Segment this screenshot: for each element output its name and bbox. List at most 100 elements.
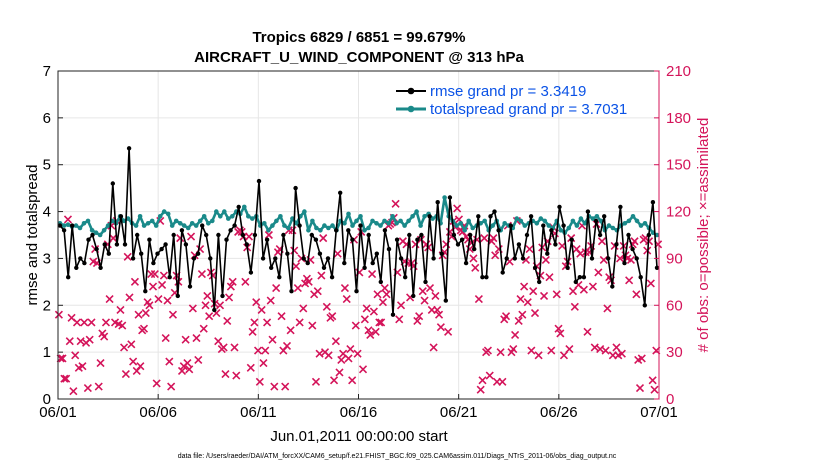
rmse-point <box>285 251 290 256</box>
spread-point <box>378 223 383 228</box>
spread-point <box>350 223 355 228</box>
obs-point <box>317 271 326 280</box>
rmse-point <box>220 293 225 299</box>
obs-point <box>293 284 302 293</box>
rmse-point <box>208 256 213 261</box>
rmse-point <box>358 223 363 228</box>
rmse-point <box>317 251 323 256</box>
obs-point <box>362 304 371 313</box>
obs-point <box>630 237 639 246</box>
rmse-point <box>325 256 331 261</box>
obs-point <box>161 334 170 343</box>
spread-point <box>274 218 279 224</box>
rmse-point <box>224 237 229 242</box>
obs-point <box>418 287 427 296</box>
obs-point <box>163 296 172 305</box>
y-axis-right-label: # of obs: o=possible; ×=assimilated <box>695 118 712 353</box>
spread-point <box>177 221 183 226</box>
obs-point <box>617 349 626 358</box>
spread-point <box>330 223 335 228</box>
spread-point <box>97 232 103 238</box>
y-left-tick-label: 4 <box>43 204 51 221</box>
obs-point <box>96 359 105 368</box>
spread-point <box>482 218 488 224</box>
y-right-tick-label: 150 <box>666 157 691 174</box>
rmse-point <box>496 228 501 233</box>
rmse-point <box>313 237 319 242</box>
rmse-point <box>236 204 241 210</box>
rmse-point <box>98 265 103 270</box>
obs-point <box>252 298 261 307</box>
rmse-point <box>171 232 176 238</box>
legend-rmse-label: rmse grand pr = 3.3419 <box>430 83 586 100</box>
obs-point <box>474 294 483 304</box>
obs-point <box>221 369 230 379</box>
spread-point <box>286 225 291 231</box>
obs-point <box>139 324 149 333</box>
rmse-point <box>520 256 526 261</box>
obs-point <box>444 327 453 336</box>
rmse-point <box>183 242 189 247</box>
obs-point <box>313 287 322 296</box>
obs-point <box>105 294 114 304</box>
obs-point <box>559 351 569 360</box>
rmse-point <box>305 260 310 266</box>
rmse-point <box>390 312 396 317</box>
rmse-point <box>593 218 599 224</box>
obs-point <box>612 343 621 352</box>
y-axis-left: 0 1 2 3 4 5 6 7 <box>43 63 63 408</box>
spread-point <box>181 223 187 228</box>
x-tick-label: 06/01 <box>39 404 77 421</box>
rmse-point <box>398 256 404 261</box>
rmse-point <box>638 275 643 280</box>
rmse-point <box>147 237 152 242</box>
spread-point <box>354 218 359 224</box>
spread-point <box>538 216 544 221</box>
y-axis-left-label: rmse and totalspread <box>24 165 41 306</box>
spread-point <box>578 216 584 221</box>
obs-point <box>333 249 342 258</box>
y-left-tick-label: 0 <box>43 391 51 408</box>
obs-point <box>264 230 273 240</box>
obs-point <box>635 384 645 393</box>
spread-point <box>65 222 71 227</box>
obs-point <box>520 282 529 291</box>
spread-point <box>218 214 223 219</box>
spread-point <box>558 228 564 233</box>
obs-point <box>168 310 178 319</box>
rmse-point <box>118 214 124 219</box>
rmse-point <box>366 232 371 238</box>
rmse-point <box>618 204 623 210</box>
rmse-point <box>630 246 635 252</box>
obs-point <box>277 312 286 321</box>
obs-point <box>478 376 487 385</box>
spread-point <box>546 223 552 228</box>
obs-point <box>250 318 259 327</box>
spread-point <box>306 228 311 233</box>
obs-point <box>225 293 234 302</box>
obs-point <box>118 321 127 330</box>
rmse-point <box>472 246 477 252</box>
obs-point <box>208 271 217 280</box>
rmse-point <box>561 223 566 228</box>
spread-point <box>85 218 91 224</box>
rmse-point <box>463 260 469 266</box>
rmse-point <box>378 279 383 285</box>
spread-point <box>462 228 468 233</box>
rmse-point <box>557 204 562 210</box>
obs-point <box>335 368 344 377</box>
rmse-point <box>541 223 546 228</box>
obs-point <box>71 351 80 360</box>
obs-point <box>599 255 608 265</box>
spread-point <box>137 214 143 219</box>
y-left-tick-label: 6 <box>43 110 51 127</box>
obs-point <box>556 329 565 338</box>
obs-point <box>311 377 321 386</box>
rmse-point <box>106 251 112 256</box>
obs-point <box>518 310 527 319</box>
spread-point <box>169 223 175 228</box>
spread-point <box>598 218 604 224</box>
spread-point <box>149 218 155 224</box>
spread-point <box>418 223 423 228</box>
rmse-point <box>240 232 245 238</box>
